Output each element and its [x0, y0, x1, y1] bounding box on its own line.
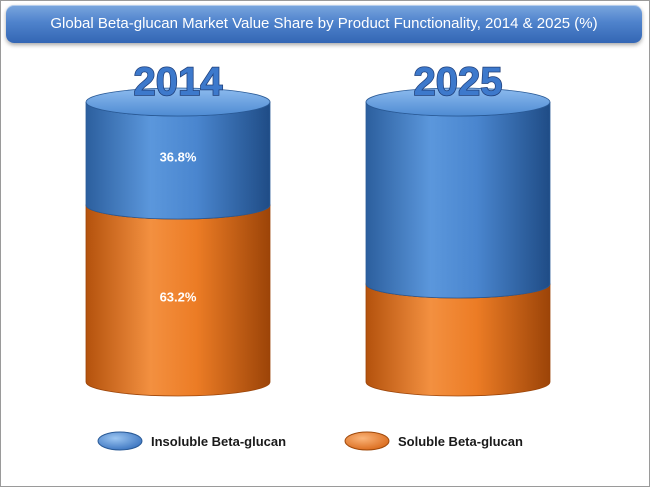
category-label-2025: 2025	[414, 60, 503, 104]
legend-item-insoluble: Insoluble Beta-glucan	[97, 431, 286, 451]
cylinder-2014-insoluble	[85, 87, 271, 220]
data-label-2014-soluble: 63.2%	[160, 290, 197, 305]
cylinder-2025-insoluble	[365, 87, 551, 299]
data-label-2014-insoluble: 36.8%	[160, 150, 197, 165]
category-labels: 2014 2025	[133, 59, 503, 105]
legend-label-insoluble: Insoluble Beta-glucan	[151, 434, 286, 449]
cylinder-2014-insoluble-top	[85, 87, 271, 117]
category-label-2014: 2014	[134, 60, 224, 104]
legend-label-soluble: Soluble Beta-glucan	[398, 434, 523, 449]
legend: Insoluble Beta-glucan Soluble Beta-gluca…	[97, 431, 523, 451]
stacked-cylinders	[85, 87, 551, 397]
data-labels: 63.2% 36.8%	[160, 150, 197, 305]
chart-title: Global Beta-glucan Market Value Share by…	[6, 5, 642, 43]
cylinder-2025-insoluble-top	[365, 87, 551, 117]
legend-swatch-soluble	[344, 431, 390, 451]
cylinder-2025-soluble-body	[365, 283, 551, 397]
legend-item-soluble: Soluble Beta-glucan	[344, 431, 523, 451]
legend-swatch-insoluble	[97, 431, 143, 451]
cylinder-2025-insoluble-body	[365, 101, 551, 299]
